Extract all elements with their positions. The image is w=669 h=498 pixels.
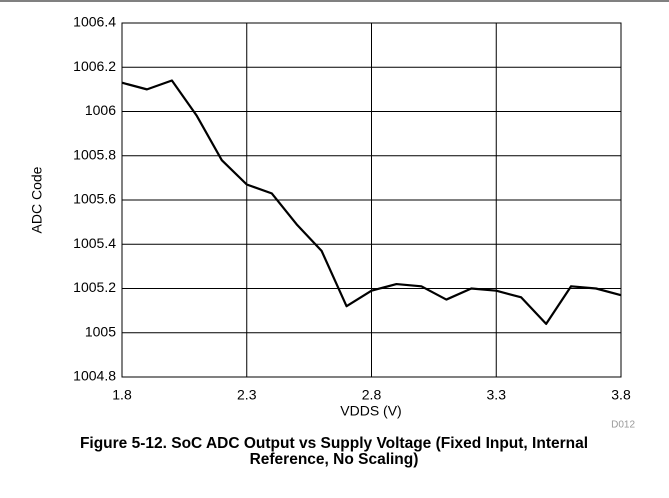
y-tick-label: 1005.6 — [73, 191, 116, 207]
data-line — [121, 79, 622, 325]
y-tick-label: 1005.2 — [73, 279, 116, 295]
chart: ADC Code VDDS (V) D012 1004.8 1005 1005.2 1… — [0, 0, 669, 430]
y-tick-label: 1004.8 — [73, 368, 116, 384]
y-tick-label: 1005.8 — [73, 146, 116, 162]
x-axis-label: VDDS (V) — [340, 403, 401, 419]
x-tick-label: 2.8 — [362, 387, 382, 403]
x-tick-label: 2.3 — [237, 387, 257, 403]
x-tick-label: 1.8 — [112, 387, 132, 403]
x-tick-label: 3.3 — [487, 387, 507, 403]
y-tick-label: 1006 — [85, 102, 116, 118]
y-tick-label: 1006.2 — [73, 58, 116, 74]
caption: Figure 5-12. SoC ADC Output vs Supply Vo… — [79, 435, 589, 468]
y-tick-label: 1005.4 — [73, 235, 116, 251]
plot-frame — [121, 22, 622, 378]
y-axis-label: ADC Code — [29, 166, 45, 233]
figure-code: D012 — [611, 420, 635, 430]
y-tick-label: 1006.4 — [73, 14, 116, 30]
y-tick-label: 1005 — [85, 323, 116, 339]
x-tick-label: 3.8 — [611, 387, 631, 403]
